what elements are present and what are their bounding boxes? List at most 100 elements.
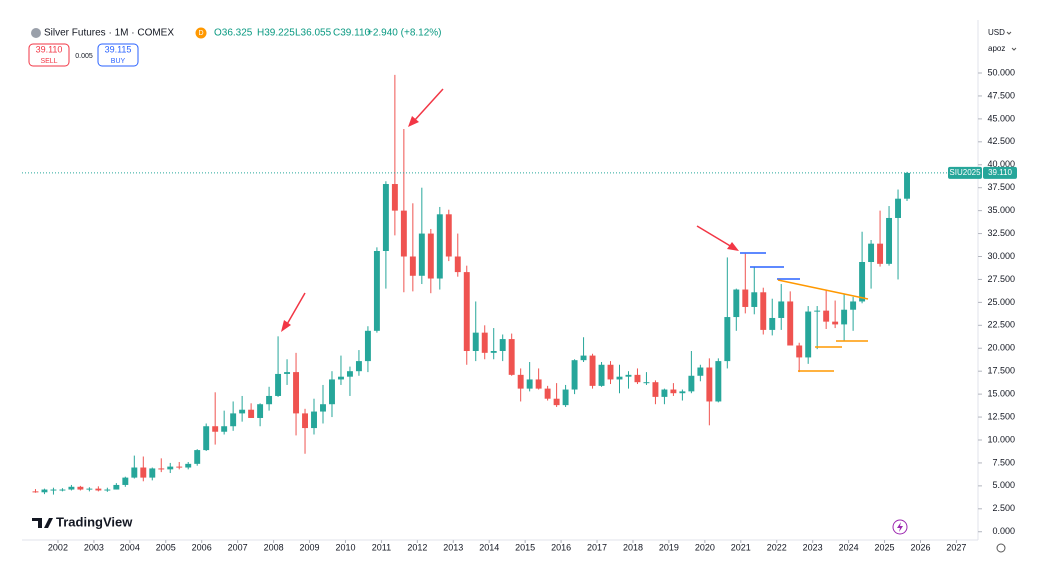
candle-body [104, 489, 111, 491]
candle-body [194, 450, 201, 464]
candle-body [41, 489, 48, 493]
y-tick-label: 30.000 [987, 251, 1015, 261]
candle-body [688, 375, 695, 392]
brand[interactable]: TradingView [56, 514, 133, 529]
candle-body [373, 250, 380, 331]
arrow-head [281, 320, 291, 332]
x-tick-label: 2026 [910, 542, 930, 552]
candle-body [697, 367, 704, 376]
x-tick-label: 2005 [156, 542, 176, 552]
candle-body [95, 488, 102, 491]
arrow-head [408, 116, 419, 127]
candle-body [490, 351, 497, 353]
candle-body [266, 395, 273, 405]
ohlc-low: L36.055 [295, 28, 332, 39]
candle-body [445, 214, 452, 257]
x-tick-label: 2002 [48, 542, 68, 552]
candle-body [212, 426, 219, 432]
candle-body [508, 339, 515, 375]
x-tick-label: 2013 [443, 542, 463, 552]
candle-body [535, 379, 542, 389]
y-tick-label: 0.000 [992, 526, 1015, 536]
candle-body [679, 391, 686, 394]
candle-body [203, 426, 210, 451]
y-tick-label: 42.500 [987, 136, 1015, 146]
y-tick-label: 2.500 [992, 503, 1015, 513]
x-tick-label: 2020 [695, 542, 715, 552]
candle-body [625, 374, 632, 377]
logo-mark [32, 518, 53, 528]
candle-body [814, 310, 821, 312]
candle-body [886, 217, 893, 264]
candle-body [391, 184, 398, 211]
scale-mode[interactable]: apoz [988, 44, 1005, 53]
x-tick-label: 2018 [623, 542, 643, 552]
candle-body [382, 184, 389, 251]
candle-body [311, 411, 317, 429]
y-tick-label: 7.500 [992, 457, 1015, 467]
candle-body [652, 382, 659, 397]
buy-button[interactable] [97, 43, 139, 67]
candle-body [427, 233, 434, 279]
price-tag [983, 166, 1017, 179]
arrow-line [696, 225, 733, 248]
candle-body [769, 317, 776, 330]
candle-body [257, 404, 264, 418]
y-tick-label: 22.500 [987, 320, 1015, 330]
x-tick-label: 2023 [803, 542, 823, 552]
candle-body [131, 467, 138, 478]
plot [32, 74, 910, 495]
candle-body [329, 379, 335, 405]
candle-body [59, 489, 66, 491]
x-tick-label: 2003 [84, 542, 104, 552]
x-tick-label: 2024 [839, 542, 859, 552]
candle-body [553, 398, 560, 406]
y-tick-label: 47.500 [987, 90, 1015, 100]
y-tick-label: 37.500 [987, 182, 1015, 192]
y-tick-label: 32.500 [987, 228, 1015, 238]
candle-body [715, 361, 722, 402]
sell-button[interactable] [28, 43, 70, 67]
candle-body [850, 301, 857, 310]
settings-icon[interactable] [996, 543, 1006, 553]
x-tick-label: 2017 [587, 542, 607, 552]
candle-body [32, 491, 39, 493]
y-tick-label: 35.000 [987, 205, 1015, 215]
y-tick-label: 27.500 [987, 274, 1015, 284]
candle-body [787, 301, 794, 346]
candle-body [113, 484, 120, 490]
candle-body [841, 309, 848, 325]
candle-body [868, 243, 875, 263]
candle-body [571, 360, 578, 390]
candle-body [239, 409, 246, 414]
candle-body [284, 372, 291, 374]
y-tick-label: 10.000 [987, 434, 1015, 444]
candle-body [50, 489, 57, 491]
candle-body [409, 256, 416, 276]
buy-price: 39.115 [105, 44, 132, 54]
x-tick-label: 2012 [407, 542, 427, 552]
candle-body [742, 289, 749, 307]
candle-body [544, 388, 551, 399]
sell-price: 39.110 [36, 44, 63, 54]
candle-body [302, 413, 308, 429]
buy-label: BUY [111, 58, 126, 65]
candle-body [904, 172, 910, 199]
currency[interactable]: USD [988, 28, 1005, 37]
x-tick-label: 2009 [300, 542, 320, 552]
candle-body [670, 389, 677, 394]
candle-body [589, 355, 596, 386]
candle-body [185, 463, 192, 468]
candle-body [68, 486, 75, 490]
spread: 0.005 [75, 53, 93, 60]
badge-text: D [198, 30, 203, 37]
x-tick-label: 2006 [192, 542, 212, 552]
candle-body [724, 317, 731, 362]
price-tag-text: 39.110 [988, 168, 1012, 177]
candle-body [481, 332, 488, 353]
arrow-line [413, 88, 444, 122]
events-icon[interactable] [892, 519, 908, 535]
symbol-title[interactable]: Silver Futures · 1M · COMEX [44, 28, 174, 39]
